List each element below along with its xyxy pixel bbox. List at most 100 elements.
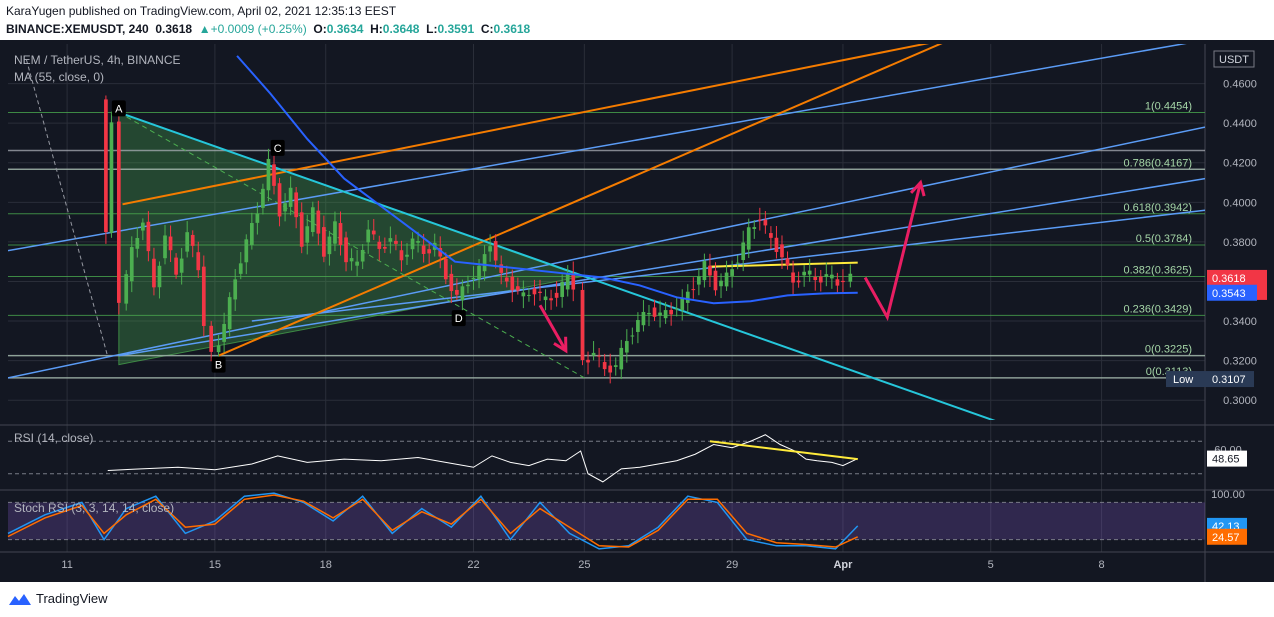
point-label: C: [274, 143, 282, 155]
candle: [719, 280, 723, 287]
ma-badge-value: 0.3543: [1212, 288, 1246, 300]
ma-badge: [1207, 284, 1257, 301]
point-label-box: [211, 356, 226, 373]
candle: [124, 274, 129, 304]
candle: [416, 241, 420, 243]
fib-label: 0.236(0.3429): [1124, 303, 1193, 315]
candle: [135, 238, 140, 249]
candle: [394, 240, 398, 244]
candle: [460, 286, 465, 301]
arrow-zigzag: [863, 182, 922, 322]
rsi-badge: [1207, 450, 1247, 467]
trend-line-cyan: [118, 111, 996, 420]
close-label: C:: [480, 22, 494, 36]
candle: [641, 311, 646, 326]
candle: [294, 192, 299, 218]
price-tick: 0.4600: [1223, 79, 1257, 91]
stoch-line-d: [7, 494, 859, 548]
trend-line-orange: [122, 44, 930, 206]
arrow-down: [538, 304, 568, 352]
candle: [724, 272, 729, 287]
candle: [146, 221, 151, 252]
candle: [515, 286, 520, 291]
candle: [602, 362, 607, 370]
candle: [488, 246, 492, 252]
candle: [322, 227, 326, 257]
open-value: 0.3634: [326, 22, 364, 36]
low-badge-value: 0.3107: [1212, 374, 1246, 386]
candle: [249, 223, 254, 245]
time-tick: 11: [61, 559, 72, 571]
price-tick: 0.3200: [1223, 356, 1257, 368]
last-price: 0.3618: [155, 22, 193, 36]
time-tick: 18: [320, 559, 332, 571]
trend-line-channel: [8, 126, 1205, 379]
candle: [344, 237, 348, 263]
candle: [449, 273, 454, 292]
stoch-pane: [7, 492, 1205, 550]
point-label: D: [455, 313, 463, 325]
time-tick: 29: [726, 559, 738, 571]
candle: [796, 280, 801, 283]
fib-label: 0.618(0.3942): [1124, 202, 1193, 214]
candle: [741, 242, 746, 261]
candle: [388, 238, 393, 242]
candle: [702, 261, 707, 281]
candle: [349, 258, 354, 262]
candle: [813, 276, 818, 281]
candle: [730, 269, 734, 276]
stoch-band-fill: [8, 502, 1205, 540]
candle: [565, 273, 570, 290]
candle: [791, 272, 795, 283]
candle: [597, 355, 601, 357]
candle: [163, 235, 167, 259]
candle: [471, 277, 476, 280]
candle: [658, 312, 662, 316]
candle: [769, 233, 773, 238]
grid: [0, 44, 1274, 582]
low-badge-label: Low: [1173, 374, 1193, 386]
stoch-d-value: 24.57: [1212, 532, 1240, 544]
chart-background: [0, 40, 1274, 582]
publish-line: KaraYugen published on TradingView.com, …: [6, 4, 397, 18]
arrow-head: [553, 336, 568, 354]
chart-area[interactable]: 1(0.4454) 0.786(0.4167) 0.618(0.3942) 0.5(0…: [0, 40, 1274, 582]
candle: [532, 288, 537, 295]
price-tick: 0.3400: [1223, 316, 1257, 328]
candle: [399, 250, 404, 261]
candle: [647, 312, 651, 315]
candle: [580, 289, 585, 361]
candle: [310, 207, 315, 232]
candle: [521, 292, 526, 297]
candle: [185, 232, 190, 252]
tradingview-brand[interactable]: TradingView: [8, 591, 108, 606]
time-tick: 5: [988, 559, 994, 571]
candle: [179, 258, 184, 273]
trend-line-yellow: [709, 261, 858, 268]
rsi-line: [107, 434, 858, 483]
candle: [222, 323, 226, 342]
candle: [763, 219, 768, 226]
candle: [619, 347, 624, 370]
candle: [780, 244, 784, 258]
candle: [299, 212, 304, 247]
trend-line-grey_dash: [25, 59, 109, 357]
stoch-d-badge: [1207, 528, 1247, 545]
candle: [499, 264, 504, 273]
candle: [405, 254, 409, 257]
candle: [538, 291, 542, 293]
candle: [283, 203, 287, 212]
symbol-quote: BINANCE:XEMUSDT, 240 0.3618 ▲+0.0009 (+0…: [6, 22, 530, 36]
legend-stoch: Stoch RSI (3, 3, 14, 14, close): [14, 501, 175, 515]
candle: [543, 296, 548, 301]
footer: TradingView: [0, 582, 1274, 617]
symbol: BINANCE:XEMUSDT, 240: [6, 22, 149, 36]
time-tick: 8: [1098, 559, 1104, 571]
candle: [116, 121, 121, 303]
candle: [466, 284, 470, 287]
candle: [288, 187, 293, 207]
candle: [227, 297, 232, 330]
tradingview-logo-icon: [9, 593, 31, 605]
price-tick: 0.3800: [1223, 237, 1257, 249]
stoch-tick: 100.00: [1211, 489, 1245, 501]
